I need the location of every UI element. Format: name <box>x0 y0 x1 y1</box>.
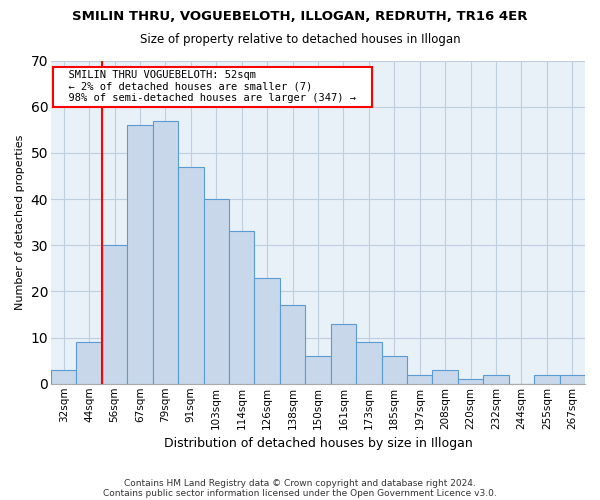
Bar <box>178 166 203 384</box>
Bar <box>560 374 585 384</box>
Text: SMILIN THRU VOGUEBELOTH: 52sqm  
  ← 2% of detached houses are smaller (7)  
  9: SMILIN THRU VOGUEBELOTH: 52sqm ← 2% of d… <box>56 70 369 103</box>
Bar <box>433 370 458 384</box>
Bar <box>76 342 102 384</box>
X-axis label: Distribution of detached houses by size in Illogan: Distribution of detached houses by size … <box>164 437 472 450</box>
Bar <box>254 278 280 384</box>
Bar <box>483 374 509 384</box>
Bar <box>458 379 483 384</box>
Bar <box>102 245 127 384</box>
Bar <box>407 374 433 384</box>
Bar <box>229 232 254 384</box>
Text: SMILIN THRU, VOGUEBELOTH, ILLOGAN, REDRUTH, TR16 4ER: SMILIN THRU, VOGUEBELOTH, ILLOGAN, REDRU… <box>72 10 528 23</box>
Bar <box>127 125 152 384</box>
Bar <box>382 356 407 384</box>
Text: Size of property relative to detached houses in Illogan: Size of property relative to detached ho… <box>140 32 460 46</box>
Y-axis label: Number of detached properties: Number of detached properties <box>15 134 25 310</box>
Bar <box>356 342 382 384</box>
Bar <box>331 324 356 384</box>
Text: Contains HM Land Registry data © Crown copyright and database right 2024.: Contains HM Land Registry data © Crown c… <box>124 478 476 488</box>
Bar <box>280 306 305 384</box>
Text: Contains public sector information licensed under the Open Government Licence v3: Contains public sector information licen… <box>103 488 497 498</box>
Bar <box>305 356 331 384</box>
Bar <box>534 374 560 384</box>
Bar <box>203 199 229 384</box>
Bar <box>51 370 76 384</box>
Bar <box>152 120 178 384</box>
